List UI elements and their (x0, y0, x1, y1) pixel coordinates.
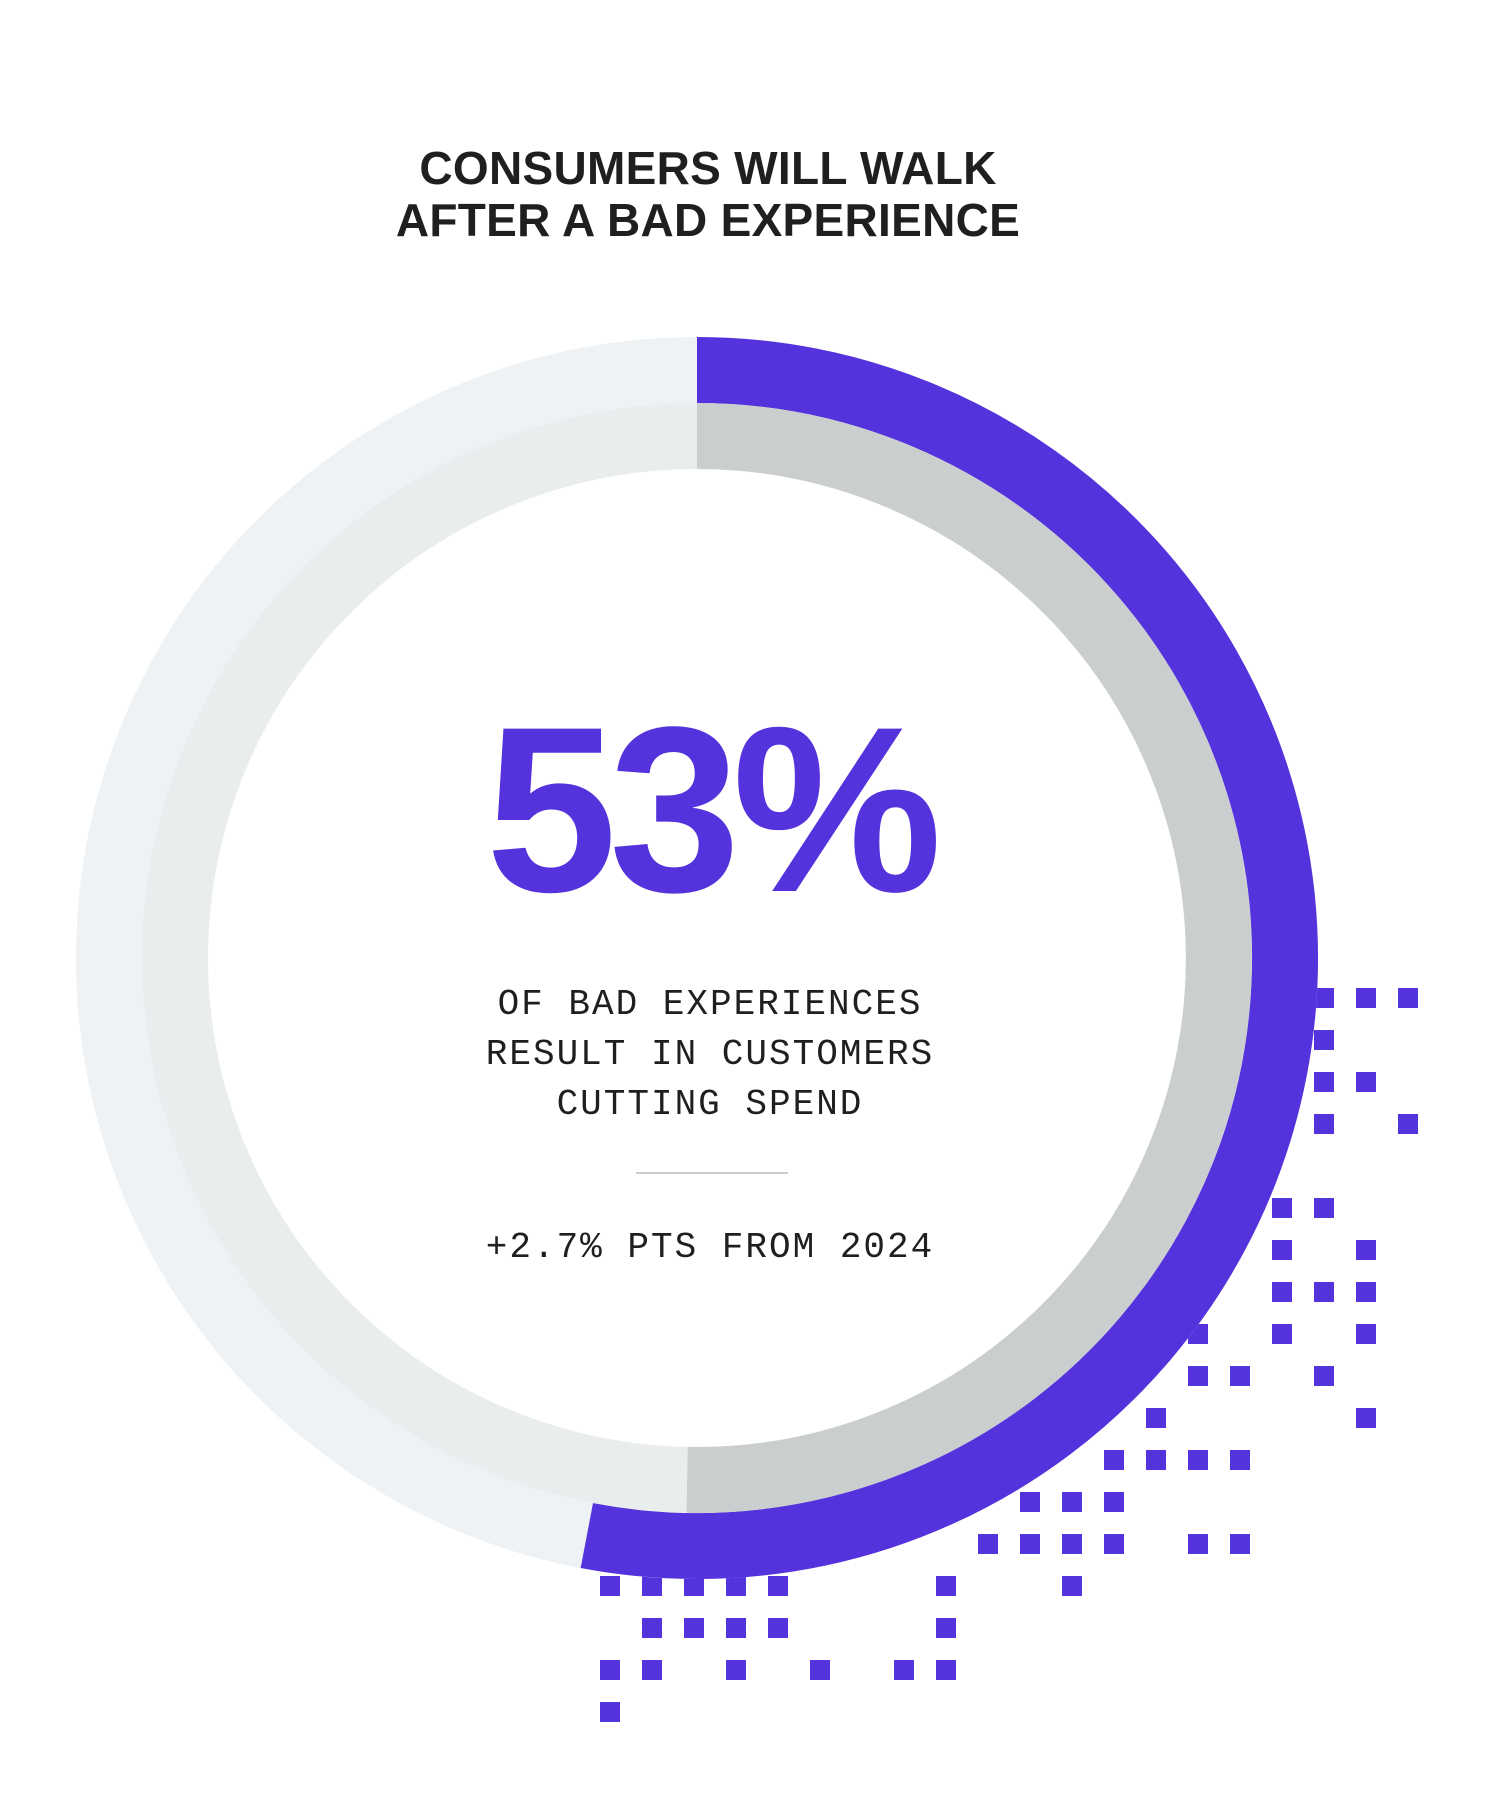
pixel-square (936, 1576, 956, 1596)
pixel-dissolve-decoration (600, 988, 1418, 1722)
pixel-square (1230, 1534, 1250, 1554)
pixel-square (600, 1660, 620, 1680)
pixel-square (1230, 1366, 1250, 1386)
pixel-square (1062, 1576, 1082, 1596)
pixel-square (600, 1702, 620, 1722)
pixel-square (1146, 1408, 1166, 1428)
pixel-square (1104, 1492, 1124, 1512)
pixel-square (1272, 1240, 1292, 1260)
description-line-2: RESULT IN CUSTOMERS (485, 1034, 935, 1075)
pixel-square (726, 1660, 746, 1680)
pixel-square (726, 1576, 746, 1596)
pixel-square (768, 1618, 788, 1638)
pixel-square (768, 1576, 788, 1596)
pixel-square (936, 1618, 956, 1638)
pixel-square (1356, 1324, 1376, 1344)
chart-title: CONSUMERS WILL WALK AFTER A BAD EXPERIEN… (0, 142, 1416, 246)
pixel-square (1104, 1534, 1124, 1554)
pixel-square (1272, 1198, 1292, 1218)
stat-description: OF BAD EXPERIENCES RESULT IN CUSTOMERS C… (390, 980, 1030, 1130)
title-line-1: CONSUMERS WILL WALK (419, 142, 997, 194)
year-over-year-change: +2.7% PTS FROM 2024 (485, 1227, 935, 1268)
pixel-square (1314, 1030, 1334, 1050)
pixel-square (642, 1576, 662, 1596)
pixel-square (1314, 1282, 1334, 1302)
pixel-square (1188, 1534, 1208, 1554)
pixel-square (1314, 1366, 1334, 1386)
divider-line (636, 1172, 788, 1174)
pixel-square (1146, 1450, 1166, 1470)
pixel-square (978, 1534, 998, 1554)
pixel-square (726, 1618, 746, 1638)
pixel-square (1104, 1450, 1124, 1470)
pixel-square (1398, 1114, 1418, 1134)
pixel-square (1398, 988, 1418, 1008)
pixel-square (684, 1576, 704, 1596)
pixel-square (1314, 1072, 1334, 1092)
pixel-square (1314, 988, 1334, 1008)
description-line-1: OF BAD EXPERIENCES (497, 984, 923, 1025)
pixel-square (642, 1660, 662, 1680)
pixel-square (1314, 1114, 1334, 1134)
pixel-square (1188, 1366, 1208, 1386)
pixel-square (600, 1576, 620, 1596)
pixel-square (1062, 1534, 1082, 1554)
title-line-2: AFTER A BAD EXPERIENCE (395, 194, 1021, 246)
pixel-square (1188, 1450, 1208, 1470)
pixel-square (1356, 1282, 1376, 1302)
pixel-square (1272, 1282, 1292, 1302)
description-line-3: CUTTING SPEND (556, 1084, 864, 1125)
headline-percentage: 53% (485, 678, 942, 942)
outer-ring-value-arc (580, 337, 1319, 1579)
pixel-square (642, 1618, 662, 1638)
pixel-square (1020, 1534, 1040, 1554)
pixel-square (1272, 1324, 1292, 1344)
pixel-square (810, 1660, 830, 1680)
pixel-square (894, 1660, 914, 1680)
pixel-square (1356, 1240, 1376, 1260)
pixel-square (1314, 1198, 1334, 1218)
pixel-square (1020, 1492, 1040, 1512)
pixel-square (1356, 1072, 1376, 1092)
pixel-square (1230, 1450, 1250, 1470)
pixel-square (936, 1660, 956, 1680)
pixel-square (684, 1618, 704, 1638)
pixel-square (1062, 1492, 1082, 1512)
pixel-square (1356, 1408, 1376, 1428)
pixel-square (1356, 988, 1376, 1008)
inner-ring-value-arc (686, 403, 1252, 1513)
